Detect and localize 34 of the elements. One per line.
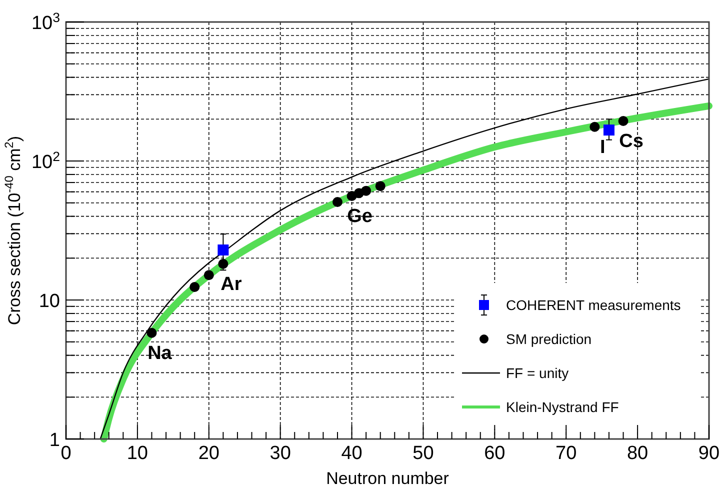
x-tick-label: 30 [270, 443, 291, 464]
legend-label: Klein-Nystrand FF [506, 399, 619, 415]
y-tick-label: 10 [38, 291, 60, 312]
y-tick-label: 1 [49, 430, 60, 451]
point [603, 124, 614, 136]
legend-label: FF = unity [506, 365, 569, 381]
point [190, 282, 200, 292]
y-tick-label: 10$^{3}$ [31, 10, 60, 34]
annotation: Ge [347, 206, 372, 227]
x-tick-label: 10 [126, 443, 148, 464]
annotation: Cs [619, 130, 644, 152]
y-tick-label: 10$^{2}$ [31, 148, 60, 173]
x-tick-label: 40 [341, 443, 362, 464]
point [590, 122, 600, 132]
point [618, 116, 628, 126]
point [218, 244, 229, 256]
x-tick-label: 60 [484, 443, 506, 464]
annotation: Ar [220, 274, 242, 295]
x-tick-label: 80 [626, 443, 648, 464]
legend-label: SM prediction [506, 331, 592, 347]
point [146, 328, 157, 338]
annotation: Na [148, 342, 172, 364]
annotation: I [600, 136, 606, 158]
x-tick-label: 50 [412, 443, 434, 464]
x-tick-label: 90 [698, 443, 720, 464]
point [375, 181, 386, 192]
x-axis-title: Neutron number [326, 469, 450, 488]
x-tick-label: 0 [60, 443, 72, 464]
legend-label: COHERENT measurements [506, 297, 681, 313]
point [361, 186, 372, 196]
x-tick-label: 20 [198, 443, 220, 464]
x-tick-label: 70 [556, 443, 577, 464]
point [332, 197, 342, 208]
point [204, 270, 214, 280]
